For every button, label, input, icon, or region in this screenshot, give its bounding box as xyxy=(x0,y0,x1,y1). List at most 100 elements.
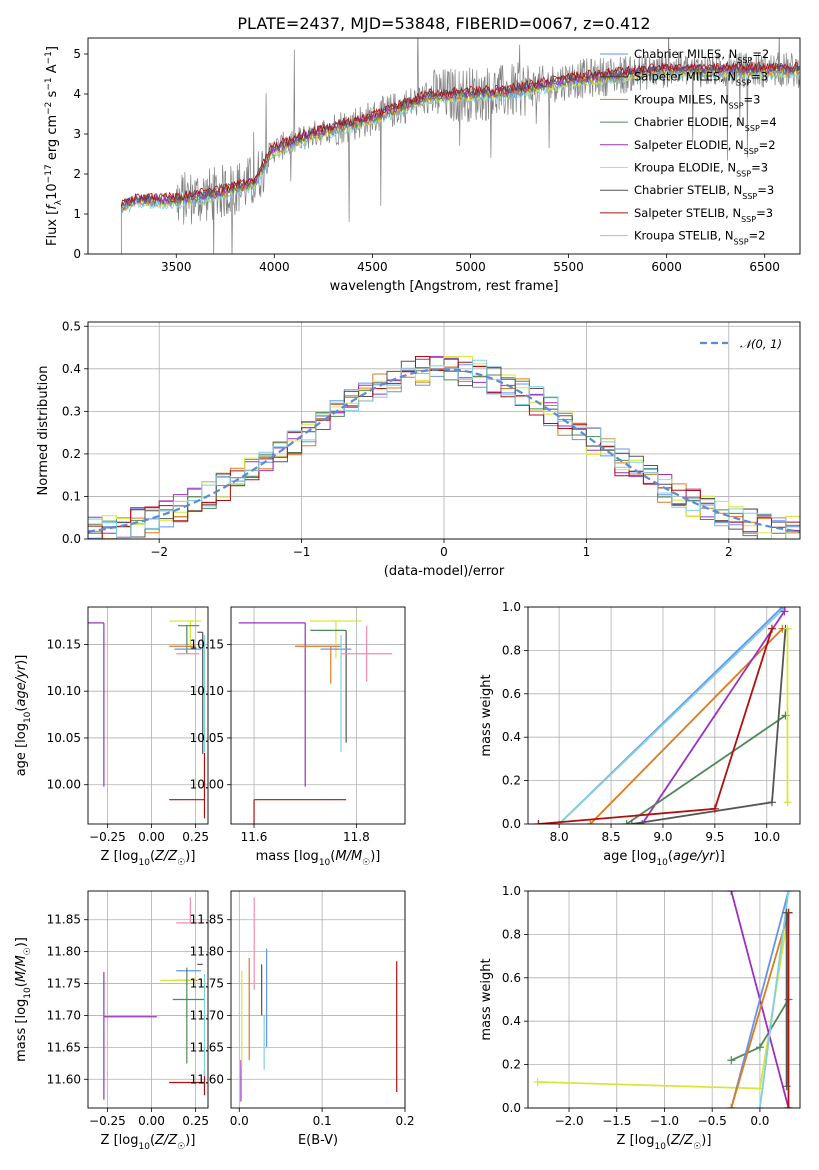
y-tick-label: 0.4 xyxy=(62,362,81,376)
y-tick-label: 11.85 xyxy=(47,913,81,927)
x-tick-label: 9.0 xyxy=(653,830,672,844)
x-tick-label: −0.25 xyxy=(89,830,126,844)
x-axis-label: (data-model)/error xyxy=(384,564,505,579)
axes-frame: 0.0 0.1 0.2 11.60 11.65 11.70 11.75 11.80 11.85 E… xyxy=(190,890,415,1148)
legend-label: Salpeter STELIB, NSSP=3 xyxy=(634,206,773,224)
legend-sub: SSP xyxy=(741,214,756,223)
label-part: ☉ xyxy=(23,947,33,955)
weight-marker xyxy=(755,1043,764,1052)
y-tick-label: 1.0 xyxy=(502,884,521,898)
legend-label: Salpeter ELODIE, NSSP=2 xyxy=(634,138,776,156)
y-tick-label: 0.4 xyxy=(502,730,521,744)
weight-line xyxy=(730,891,790,1108)
y-tick-label: 11.75 xyxy=(190,977,224,991)
legend-sub: SSP xyxy=(736,169,751,178)
y-tick-label: 10.00 xyxy=(47,778,81,792)
weight-marker xyxy=(622,820,631,824)
label-part: ( xyxy=(666,1133,671,1148)
y-tick-label: 0.2 xyxy=(502,774,521,788)
label-part: mass [log xyxy=(256,849,319,864)
label-part: M/M xyxy=(335,849,362,864)
x-axis-label: Z [log10(Z/Z☉)] xyxy=(101,1133,196,1152)
label-part: −17 xyxy=(44,164,54,183)
legend-base: Kroupa MILES, N xyxy=(634,92,729,106)
label-part: )] xyxy=(185,849,195,864)
axes-box xyxy=(527,890,801,1109)
x-tick-label: 5000 xyxy=(455,260,486,274)
weight-marker xyxy=(782,908,791,917)
plot-area xyxy=(103,897,206,1100)
plot-area xyxy=(534,607,792,824)
panel-mass_vs_ebv: 0.0 0.1 0.2 11.60 11.65 11.70 11.75 11.80 11.85 E… xyxy=(190,890,415,1148)
label-part: 10 xyxy=(45,183,60,200)
data-point xyxy=(253,799,347,824)
y-tick-label: 11.75 xyxy=(47,977,81,991)
y-tick-label: 10.05 xyxy=(47,731,81,745)
label-part: ( xyxy=(14,707,29,712)
legend-tail: =2 xyxy=(752,47,769,61)
label-part: Z/Z xyxy=(154,849,178,864)
data-point xyxy=(310,620,362,659)
label-part: M/M xyxy=(14,955,29,982)
histogram xyxy=(88,358,800,538)
x-tick-label: −1 xyxy=(293,545,311,559)
model-spectrum xyxy=(120,60,800,207)
weight-line xyxy=(538,628,773,824)
label-part: s xyxy=(45,90,60,101)
legend-tail: =3 xyxy=(751,161,768,175)
legend-tail: =3 xyxy=(744,92,761,106)
weight-marker xyxy=(727,1104,736,1108)
weight-marker xyxy=(780,607,789,616)
y-tick-label: 10.10 xyxy=(47,684,81,698)
label-part: Z/Z xyxy=(670,1133,694,1148)
x-tick-label: −0.5 xyxy=(698,1114,727,1128)
y-tick-label: 4 xyxy=(73,87,81,101)
x-tick-label: 9.5 xyxy=(705,830,724,844)
y-tick-label: 1 xyxy=(73,207,81,221)
x-tick-label: 11.8 xyxy=(343,830,370,844)
weight-marker xyxy=(586,820,595,824)
y-tick-label: 0.0 xyxy=(502,817,521,831)
weight-line xyxy=(730,912,790,1108)
weight-line xyxy=(626,714,787,824)
y-tick-label: 11.80 xyxy=(190,945,224,959)
y-axis-label: age [log10(age/yr)] xyxy=(14,655,33,777)
y-tick-label: 10.15 xyxy=(190,637,224,651)
label-part: Z [log xyxy=(101,849,139,864)
x-axis-label: E(B-V) xyxy=(298,1133,338,1148)
weight-marker xyxy=(534,820,543,824)
weight-line xyxy=(641,610,786,824)
x-tick-label: 6500 xyxy=(749,260,780,274)
panel-weight_vs_age: 8.0 8.5 9.0 9.5 10.0 0.0 0.2 0.4 0.6 0.8 1.0 age [l… xyxy=(479,600,801,868)
label-part: )] xyxy=(715,849,725,864)
plot-area xyxy=(88,356,800,539)
x-tick-label: 0.25 xyxy=(182,1114,209,1128)
x-tick-label: 8.5 xyxy=(602,830,621,844)
axes-box xyxy=(87,37,801,255)
panel-spectrum: 3500 4000 4500 5000 5500 6000 6500 0 1 2 3 4 5 Chabri… xyxy=(44,37,801,294)
panel-mass_vs_Z: −0.25 0.00 0.25 11.60 11.65 11.70 11.75 11.80 11… xyxy=(14,890,209,1152)
axes-frame: −2 −1 0 1 2 0.0 0.1 0.2 0.3 0.4 0.5 𝒩(0, 1) (data-mo… xyxy=(36,319,801,579)
label-part: ☉ xyxy=(177,858,185,868)
y-tick-label: 11.60 xyxy=(190,1072,224,1086)
label-part: ☉ xyxy=(362,858,370,868)
legend-label: Kroupa MILES, NSSP=3 xyxy=(634,92,760,110)
legend-base: Chabrier STELIB, N xyxy=(634,183,742,197)
weight-marker xyxy=(755,1104,764,1108)
axes-box xyxy=(87,606,209,825)
data-point xyxy=(294,645,342,684)
label-part: Z/Z xyxy=(154,1133,178,1148)
x-tick-label: 11.6 xyxy=(241,830,268,844)
x-axis-label: mass [log10(M/M☉)] xyxy=(256,849,381,868)
y-axis-label: mass weight xyxy=(479,958,494,1040)
label-part: age/yr xyxy=(673,849,716,864)
plot-area xyxy=(240,897,398,1102)
y-tick-label: 0.5 xyxy=(62,319,81,333)
weight-marker xyxy=(767,798,776,807)
label-part: erg cm xyxy=(45,115,60,164)
axes-box xyxy=(87,890,209,1109)
label-part: 10 xyxy=(138,858,150,868)
x-tick-label: 8.0 xyxy=(550,830,569,844)
label-part: 10 xyxy=(319,858,331,868)
axes-box xyxy=(527,606,801,825)
